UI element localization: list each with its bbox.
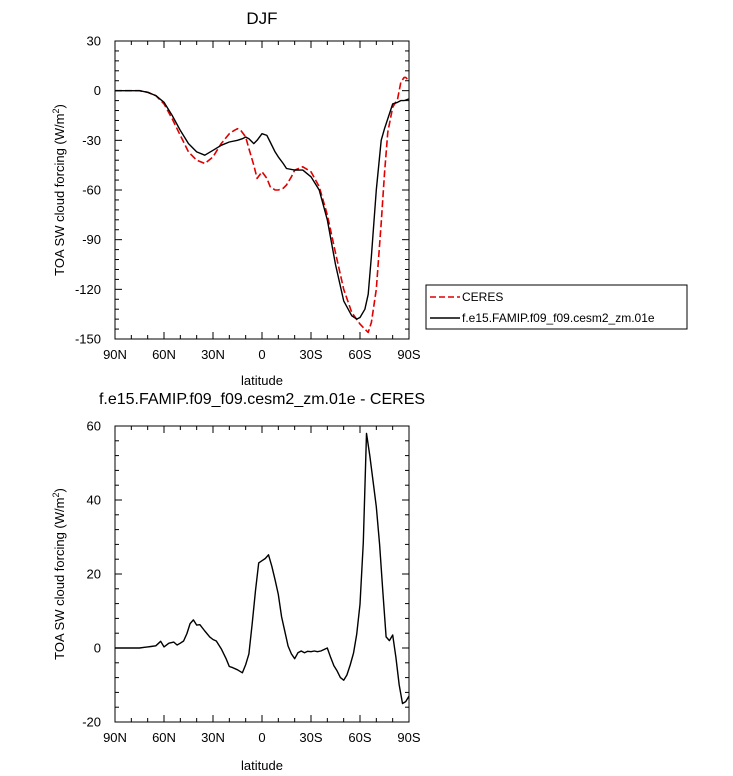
legend-ceres-label: CERES [462,290,503,304]
bottom-y-tick-label: 20 [87,567,101,582]
bottom-x-tick-label: 30S [299,730,322,745]
djf-panel: DJF 90N 60N 30N 0 30S 60S 90S 30 0 -30 -60 -90 -120 -… [51,9,688,388]
bottom-series-line-difference [115,432,410,705]
bottom-x-tick-label: 90S [397,730,420,745]
bottom-axis-ticks: 90N 60N 30N 0 30S 60S 90S 60 40 20 0 -20 [82,419,421,746]
bottom-series-lines [115,432,410,705]
top-y-tick-label: -60 [82,183,101,198]
top-axis-ticks: 90N 60N 30N 0 30S 60S 90S 30 0 -30 -60 -90 -120 -150 [75,34,421,363]
bottom-x-tick-label: 0 [258,730,265,745]
top-x-tick-label: 0 [258,347,265,362]
top-plot-frame [114,40,410,340]
top-y-tick-label: -150 [75,332,101,347]
top-x-axis-label: latitude [241,373,283,388]
top-y-tick-label: 30 [87,34,101,49]
top-x-tick-label: 60N [152,347,176,362]
top-series-line-f-e15-famip-f09-f09-cesm2-zm-01e [115,89,410,320]
bottom-y-axis-label-close: ) [52,488,67,492]
top-y-axis-label-close: ) [52,104,67,108]
top-x-tick-label: 90S [397,347,420,362]
bottom-x-tick-label: 90N [103,730,127,745]
top-y-tick-label: -30 [82,133,101,148]
top-y-axis-label: TOA SW cloud forcing (W/m2) [51,104,67,276]
bottom-y-axis-label-main: TOA SW cloud forcing (W/m [52,498,67,660]
bottom-y-tick-label: -20 [82,715,101,730]
legend-box [425,284,688,330]
top-x-tick-label: 90N [103,347,127,362]
bottom-y-tick-label: 0 [94,641,101,656]
top-y-tick-label: -120 [75,282,101,297]
bottom-y-tick-label: 60 [87,419,101,434]
bottom-y-axis-label: TOA SW cloud forcing (W/m2) [51,488,67,660]
top-x-tick-label: 30S [299,347,322,362]
bottom-x-axis-label: latitude [241,758,283,773]
top-chart-title: DJF [246,9,277,28]
top-y-tick-label: -90 [82,232,101,247]
bottom-chart-title: f.e15.FAMIP.f09_f09.cesm2_zm.01e - CERES [99,391,425,408]
top-series-lines [115,76,410,334]
top-y-tick-label: 0 [94,83,101,98]
bottom-x-tick-label: 60N [152,730,176,745]
legend-model-label: f.e15.FAMIP.f09_f09.cesm2_zm.01e [462,311,655,325]
top-series-line-ceres [115,76,410,334]
bottom-x-tick-label: 30N [201,730,225,745]
top-x-tick-label: 30N [201,347,225,362]
bottom-y-axis-label-sup: 2 [51,493,61,498]
bottom-y-tick-label: 40 [87,493,101,508]
top-y-axis-label-sup: 2 [51,109,61,114]
top-y-axis-label-main: TOA SW cloud forcing (W/m [52,114,67,276]
difference-panel: f.e15.FAMIP.f09_f09.cesm2_zm.01e - CERES… [51,391,425,773]
legend: CERES f.e15.FAMIP.f09_f09.cesm2_zm.01e [425,284,688,330]
top-x-tick-label: 60S [348,347,371,362]
bottom-x-tick-label: 60S [348,730,371,745]
